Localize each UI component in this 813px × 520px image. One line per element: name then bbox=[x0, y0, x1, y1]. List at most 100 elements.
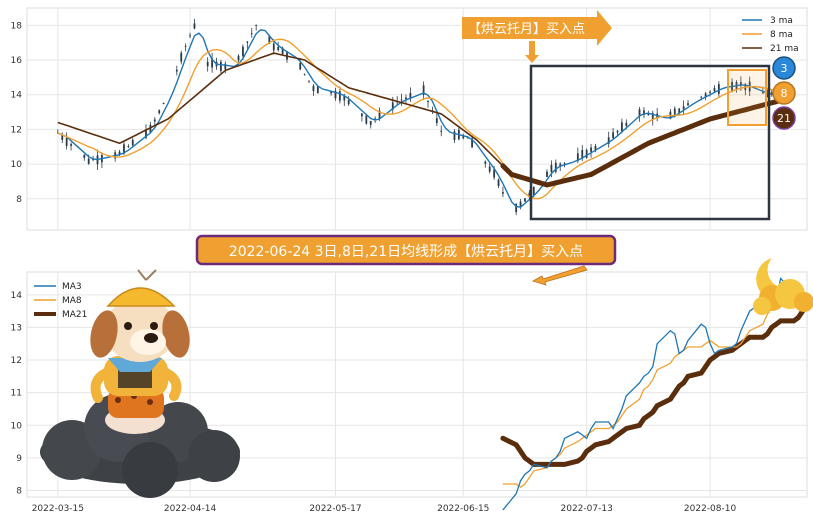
bottom-x-tick-label: 2022-06-15 bbox=[437, 504, 489, 514]
bottom-y-tick-label: 10 bbox=[11, 421, 23, 431]
candle-body bbox=[369, 121, 372, 125]
buy-point-callout: 【烘云托月】买入点 bbox=[462, 10, 612, 63]
candle-body bbox=[466, 137, 469, 139]
top-y-tick-label: 10 bbox=[11, 160, 23, 170]
top-plot-area bbox=[26, 7, 808, 231]
title-banner: 2022-06-24 3日,8日,21日均线形成【烘云托月】买入点 bbox=[195, 234, 617, 286]
top-y-tick-label: 18 bbox=[11, 21, 23, 31]
candle-body bbox=[559, 163, 562, 167]
candle-body bbox=[162, 103, 165, 104]
chart-title: 2022-06-24 3日,8日,21日均线形成【烘云托月】买入点 bbox=[229, 244, 583, 260]
mascot-dog-on-cloud-icon bbox=[40, 269, 240, 498]
candle-body bbox=[189, 35, 191, 37]
candle-body bbox=[700, 96, 703, 98]
bottom-y-tick-label: 9 bbox=[16, 454, 22, 464]
candle-body bbox=[281, 47, 284, 55]
legend-label-21ma: 21 ma bbox=[770, 44, 799, 54]
moon-cloud-icon bbox=[753, 258, 813, 315]
ma-badges: 3 8 21 bbox=[772, 56, 796, 130]
bottom-y-tick-label: 11 bbox=[11, 389, 22, 399]
bottom-panel: 8 9 10 11 12 13 14 2022-03-15 2022-04-14 2022-05… bbox=[11, 271, 808, 514]
title-arrow-icon bbox=[531, 265, 588, 286]
candle-body bbox=[83, 154, 86, 158]
candle-body bbox=[528, 192, 531, 198]
candle-body bbox=[713, 88, 716, 92]
candle-body bbox=[224, 63, 227, 70]
candle-body bbox=[303, 73, 306, 75]
candle-body bbox=[594, 145, 597, 151]
candle-body bbox=[268, 36, 271, 44]
candle-body bbox=[471, 138, 473, 148]
candle-body bbox=[550, 164, 553, 173]
candle-body bbox=[70, 144, 72, 146]
top-y-ticks: 8 10 12 14 16 18 bbox=[11, 21, 23, 204]
candle-body bbox=[687, 103, 689, 106]
candle-body bbox=[400, 99, 403, 101]
candle-body bbox=[145, 129, 147, 138]
badge-3-circle bbox=[772, 56, 796, 80]
top-y-tick-label: 14 bbox=[11, 91, 23, 101]
legend-label-8ma: 8 ma bbox=[770, 30, 793, 40]
candle-body bbox=[123, 144, 125, 154]
badge-8-circle bbox=[772, 81, 796, 105]
candle-body bbox=[299, 62, 302, 70]
candle-body bbox=[158, 110, 161, 114]
candle-body bbox=[532, 186, 535, 195]
candle-body bbox=[422, 85, 425, 95]
candle-body bbox=[184, 46, 187, 47]
candle-body bbox=[365, 115, 368, 124]
candle-body bbox=[250, 33, 253, 35]
candle-body bbox=[316, 86, 319, 94]
top-panel: 8 10 12 14 16 18 【烘云托月】买入点 3 ma 8 ma 21 ma 3 bbox=[11, 7, 808, 231]
callout-arrow-shape bbox=[462, 10, 612, 46]
candle-body bbox=[193, 23, 196, 29]
top-ma8-line bbox=[57, 38, 790, 200]
candle-body bbox=[255, 25, 258, 26]
candle-body bbox=[762, 92, 764, 94]
title-banner-box bbox=[195, 234, 617, 266]
candle-body bbox=[673, 108, 676, 117]
candle-body bbox=[65, 137, 68, 146]
candle-body bbox=[493, 169, 496, 178]
candle-body bbox=[563, 163, 566, 165]
candle-body bbox=[175, 69, 178, 72]
candle-body bbox=[704, 93, 707, 98]
callout-label: 【烘云托月】买入点 bbox=[468, 22, 585, 37]
candle-body bbox=[378, 110, 381, 119]
candle-body bbox=[651, 112, 654, 120]
candle-body bbox=[497, 179, 500, 187]
candle-body bbox=[118, 151, 121, 155]
candle-body bbox=[502, 192, 504, 194]
candle-body bbox=[347, 100, 350, 105]
candle-body bbox=[219, 61, 222, 72]
bottom-x-tick-label: 2022-04-14 bbox=[164, 504, 217, 514]
candle-body bbox=[308, 80, 310, 82]
candle-body bbox=[643, 110, 645, 115]
candle-body bbox=[488, 166, 491, 172]
bottom-ma3-line bbox=[502, 277, 803, 511]
top-gridlines bbox=[27, 8, 807, 230]
top-ma21-highlight bbox=[500, 95, 792, 188]
top-y-tick-label: 8 bbox=[16, 195, 22, 205]
candle-body bbox=[585, 149, 588, 158]
candle-body bbox=[242, 46, 244, 57]
bottom-y-tick-label: 8 bbox=[16, 486, 22, 496]
candle-body bbox=[515, 204, 518, 213]
candle-body bbox=[405, 97, 407, 100]
candle-body bbox=[709, 91, 711, 93]
candle-body bbox=[739, 82, 742, 86]
candle-body bbox=[616, 130, 619, 133]
bottom-y-ticks: 8 9 10 11 12 13 14 bbox=[11, 291, 23, 497]
candle-body bbox=[607, 137, 610, 144]
candle-body bbox=[453, 131, 456, 141]
top-y-tick-label: 16 bbox=[11, 56, 23, 66]
highlight-box bbox=[529, 64, 771, 221]
candle-body bbox=[391, 102, 394, 110]
badge-21-label: 21 bbox=[777, 112, 791, 125]
candle-body bbox=[519, 201, 522, 207]
candle-body bbox=[717, 84, 720, 94]
candle-body bbox=[87, 158, 90, 164]
candle-body bbox=[272, 43, 275, 51]
legend-label-ma8: MA8 bbox=[62, 296, 82, 306]
candle-body bbox=[484, 161, 487, 164]
